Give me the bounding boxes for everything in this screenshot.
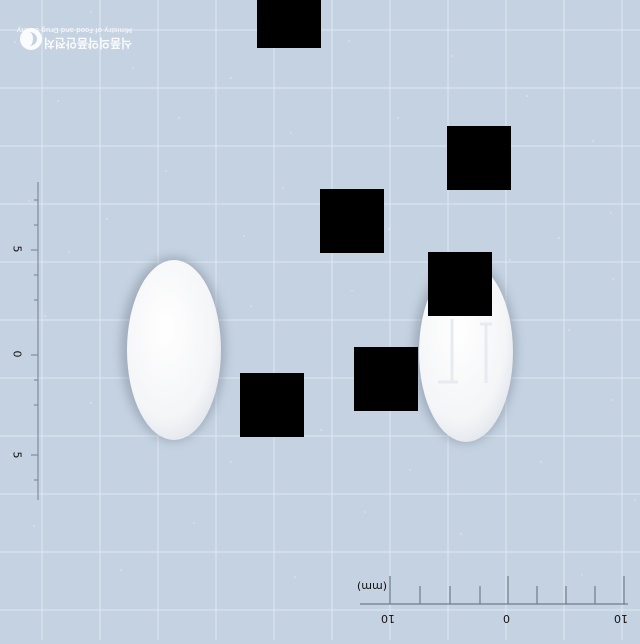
ruler-left-label-center: 0	[10, 350, 24, 358]
speckle-noise	[10, 11, 636, 578]
ruler-bottom	[360, 576, 628, 605]
right-tablet-imprint-marks	[438, 319, 492, 384]
watermark: 식품의약품안전처 Ministry of Food and Drug Safet…	[17, 18, 134, 54]
ruler-bottom-label-left: 10	[381, 612, 395, 625]
ruler-unit-label: (mm)	[357, 580, 388, 593]
ruler-bottom-label-right: 10	[614, 612, 628, 625]
ruler-left-label-top: 5	[10, 245, 24, 253]
redaction-box-2	[447, 126, 511, 190]
watermark-brand: 식품의약품안전처	[43, 36, 132, 50]
watermark-subtitle: Ministry of Food and Drug Safety	[16, 26, 132, 34]
redaction-box-4	[428, 252, 492, 316]
ruler-left-label-bottom: 5	[10, 451, 24, 459]
redaction-box-5	[354, 347, 418, 411]
ruler-bottom-label-center: 0	[503, 612, 510, 625]
ruler-left	[31, 182, 39, 500]
redaction-box-6	[240, 373, 304, 437]
left-tablet	[127, 260, 221, 440]
redaction-box-3	[320, 189, 384, 253]
redaction-box-1	[257, 0, 321, 48]
